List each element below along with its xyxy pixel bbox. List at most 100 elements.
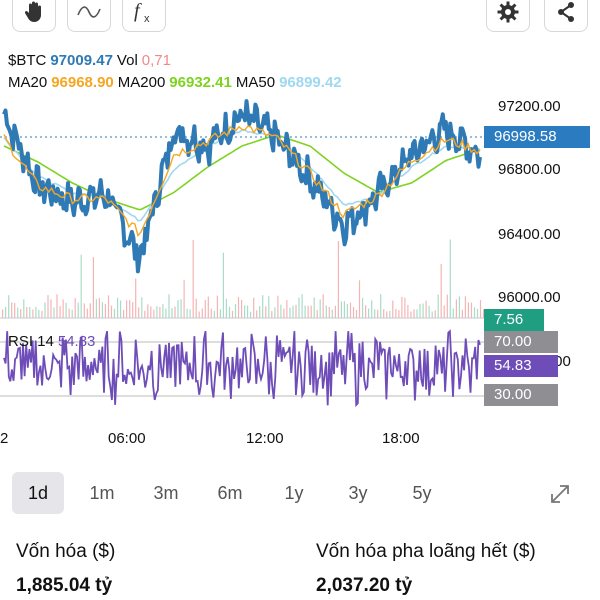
- volume-bar: [470, 302, 473, 318]
- volume-bar: [407, 305, 409, 318]
- share-icon: [558, 2, 574, 22]
- share-button[interactable]: [544, 0, 588, 32]
- hand-pointer-button[interactable]: [12, 0, 56, 32]
- volume-bar: [174, 306, 176, 318]
- market-cap-value: 1,885.04 tỷ: [16, 575, 113, 596]
- volume-bar: [17, 307, 19, 318]
- volume-bar: [358, 280, 361, 318]
- volume-bar: [219, 309, 221, 318]
- volume-bar: [401, 296, 403, 318]
- ma200-value: 96932.41: [169, 74, 232, 91]
- range-3m[interactable]: 3m: [153, 483, 179, 503]
- volume-bar: [368, 308, 370, 318]
- volume-bar: [89, 303, 91, 318]
- volume-bar: [126, 300, 128, 318]
- volume-bar: [231, 310, 234, 318]
- volume-bar: [395, 308, 397, 318]
- volume-bar: [120, 300, 122, 318]
- volume-bar: [74, 298, 76, 318]
- volume-bar: [65, 302, 67, 318]
- svg-text:f: f: [134, 0, 142, 22]
- volume-bar: [253, 297, 255, 318]
- ma50-label: MA50: [235, 74, 276, 91]
- volume-bar: [307, 305, 309, 318]
- volume-bar: [476, 308, 479, 318]
- volume-bar: [59, 306, 61, 318]
- volume-bar: [23, 299, 25, 318]
- volume-bar: [422, 303, 424, 318]
- volume-bar: [53, 307, 55, 318]
- current-price-tag: 96998.58: [484, 126, 590, 148]
- volume-bar: [449, 239, 451, 318]
- draw-curve-button[interactable]: [67, 0, 111, 32]
- rsi-70-tag: 70.00: [484, 331, 558, 353]
- volume-bar: [14, 303, 16, 318]
- rsi-legend-value: 54.83: [57, 333, 96, 350]
- price-tick-96800: 96800.00: [498, 161, 561, 178]
- volume-bar: [237, 297, 240, 318]
- volume-bar: [286, 300, 288, 318]
- volume-bar: [289, 307, 291, 318]
- volume-bar: [107, 295, 110, 318]
- volume-bar: [29, 307, 31, 318]
- volume-bar: [192, 240, 194, 318]
- volume-bar: [440, 264, 442, 318]
- volume-bar: [135, 278, 137, 318]
- volume-bar: [117, 297, 119, 318]
- range-3y[interactable]: 3y: [348, 483, 368, 503]
- volume-bar: [210, 308, 212, 318]
- volume-bar: [26, 307, 28, 318]
- current-volume-tag: 7.56: [484, 309, 544, 331]
- volume-bar: [365, 305, 367, 318]
- volume-bar: [446, 294, 448, 318]
- volume-bar: [392, 300, 394, 318]
- rsi-series: [3, 329, 481, 408]
- volume-bar: [464, 296, 466, 318]
- fdv-label: Vốn hóa pha loãng hết ($): [316, 541, 536, 562]
- volume-bar: [295, 304, 297, 318]
- price-legend: $BTC 97009.47 Vol 0,71: [8, 52, 175, 69]
- range-1y[interactable]: 1y: [284, 483, 304, 503]
- volume-bar: [213, 310, 215, 318]
- range-5y[interactable]: 5y: [412, 483, 432, 503]
- volume-bar: [310, 305, 312, 318]
- volume-bar: [322, 294, 324, 318]
- rsi-current-tag: 54.83: [484, 355, 558, 377]
- volume-bar: [62, 299, 64, 318]
- volume-bar: [86, 308, 88, 318]
- function-icon: f x: [134, 0, 150, 25]
- ma20-series: [3, 125, 481, 237]
- time-tick-0: 2: [0, 430, 9, 447]
- volume-bar: [413, 309, 415, 318]
- settings-button[interactable]: [486, 0, 530, 32]
- volume-bar: [189, 309, 191, 318]
- volume-bar: [247, 305, 249, 318]
- volume-bar: [304, 305, 306, 318]
- volume-bar: [123, 309, 125, 318]
- volume-bar: [171, 308, 173, 318]
- range-1d[interactable]: 1d: [12, 472, 64, 514]
- volume-bar: [144, 310, 146, 318]
- ma-legend: MA20 96968.90 MA200 96932.41 MA50 96899.42: [8, 74, 346, 91]
- range-6m[interactable]: 6m: [217, 483, 243, 503]
- volume-bar: [404, 297, 406, 318]
- volume-bar: [355, 309, 358, 318]
- rsi-30-tag: 30.00: [484, 384, 558, 406]
- volume-bar: [150, 306, 152, 318]
- ma200-label: MA200: [117, 74, 166, 91]
- expand-chart-button[interactable]: [546, 480, 574, 508]
- volume-bar: [50, 299, 52, 318]
- function-button[interactable]: f x: [122, 0, 166, 32]
- volume-bar: [20, 309, 22, 318]
- volume-bar: [186, 308, 188, 318]
- range-1m[interactable]: 1m: [89, 483, 115, 503]
- volume-bar: [455, 299, 457, 318]
- volume-bar: [147, 304, 149, 318]
- volume-bar: [265, 306, 267, 318]
- volume-bar: [180, 299, 182, 318]
- volume-bar: [316, 309, 318, 318]
- price-tick-96000: 96000.00: [498, 289, 561, 306]
- volume-bar: [47, 295, 49, 318]
- volume-bar: [452, 308, 454, 318]
- price-chart[interactable]: [0, 92, 484, 422]
